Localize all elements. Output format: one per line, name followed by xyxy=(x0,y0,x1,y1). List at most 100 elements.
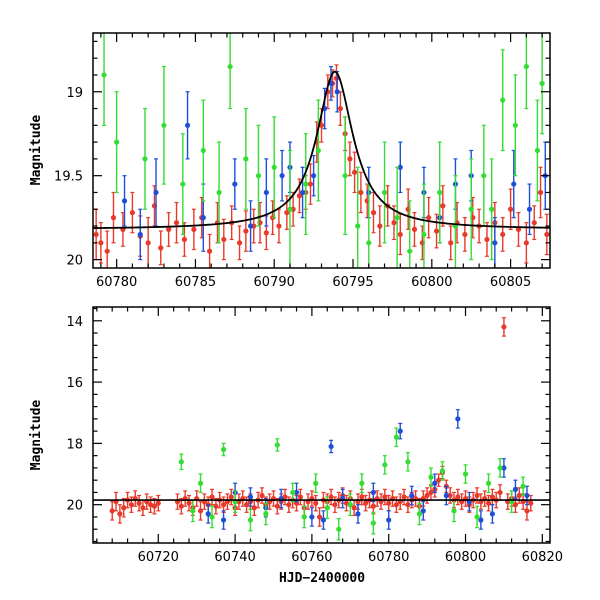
data-point xyxy=(370,489,376,496)
data-point xyxy=(200,215,206,221)
data-point xyxy=(478,517,484,523)
data-point xyxy=(386,500,392,506)
data-point xyxy=(315,147,321,154)
data-point xyxy=(524,492,530,499)
data-point xyxy=(391,220,397,226)
x-tick-label: 60780 xyxy=(96,275,137,290)
data-point xyxy=(136,500,142,506)
data-point xyxy=(320,517,327,523)
data-point xyxy=(370,503,376,509)
data-point xyxy=(128,502,135,508)
data-point xyxy=(526,206,533,212)
data-point xyxy=(489,494,495,500)
data-point xyxy=(279,173,285,179)
data-point xyxy=(382,494,388,500)
data-point xyxy=(166,226,172,232)
data-point xyxy=(316,514,323,520)
data-point xyxy=(197,508,204,514)
data-point xyxy=(370,210,377,216)
data-point xyxy=(296,193,303,199)
data-point xyxy=(347,156,353,162)
data-point xyxy=(158,245,164,251)
data-point xyxy=(109,508,115,514)
data-point xyxy=(393,434,399,440)
data-point xyxy=(437,189,443,196)
data-point xyxy=(324,505,330,511)
x-tick-label: 60800 xyxy=(445,550,486,565)
data-point xyxy=(401,494,407,500)
data-point xyxy=(181,236,187,243)
data-point xyxy=(432,480,438,486)
data-point xyxy=(232,181,238,187)
y-tick-label: 16 xyxy=(66,376,83,391)
y-tick-label: 20 xyxy=(66,254,83,269)
data-point xyxy=(184,122,191,128)
plot-frame xyxy=(92,32,551,269)
data-point xyxy=(481,173,487,179)
data-point xyxy=(497,465,503,471)
data-point xyxy=(544,231,550,238)
data-point xyxy=(497,489,503,496)
data-point xyxy=(420,508,426,514)
data-point xyxy=(220,517,227,523)
plot-frame xyxy=(92,306,551,544)
data-point xyxy=(359,494,365,500)
data-point xyxy=(508,206,514,212)
data-point xyxy=(293,489,300,496)
data-point xyxy=(489,511,495,517)
data-point xyxy=(244,502,250,508)
data-point xyxy=(263,189,269,196)
data-point xyxy=(440,203,446,209)
data-point xyxy=(409,492,415,499)
data-point xyxy=(512,486,519,492)
data-point xyxy=(161,122,167,128)
data-point xyxy=(328,494,334,500)
x-tick-label: 60780 xyxy=(368,550,409,565)
data-point xyxy=(178,503,184,509)
data-point xyxy=(121,505,127,511)
data-point xyxy=(311,173,317,179)
x-tick-label: 60760 xyxy=(291,550,332,565)
data-point xyxy=(93,231,99,238)
data-point xyxy=(180,181,186,187)
data-point xyxy=(363,500,369,506)
x-tick-label: 60790 xyxy=(254,275,295,290)
y-tick-label: 20 xyxy=(66,499,83,514)
data-point xyxy=(358,189,364,196)
data-point xyxy=(221,236,227,243)
data-point xyxy=(416,511,423,517)
x-tick-label: 60820 xyxy=(522,550,563,565)
y-tick-label: 18 xyxy=(66,437,83,452)
plot-area xyxy=(93,33,550,268)
data-point xyxy=(117,511,123,517)
data-series-0 xyxy=(93,64,550,268)
data-point xyxy=(191,226,197,232)
data-point xyxy=(393,502,399,508)
bottom-y-axis-label: Magnitude xyxy=(29,400,44,471)
data-point xyxy=(247,223,254,229)
data-point xyxy=(255,173,262,179)
data-point xyxy=(500,231,506,238)
y-tick-label: 14 xyxy=(66,315,83,330)
data-point xyxy=(433,228,440,234)
data-point xyxy=(227,63,233,70)
data-point xyxy=(523,240,529,246)
data-point xyxy=(381,189,388,196)
data-point xyxy=(489,206,495,212)
data-point xyxy=(355,223,361,229)
data-point xyxy=(455,416,461,422)
data-point xyxy=(516,492,522,499)
data-point xyxy=(236,240,243,246)
data-point xyxy=(407,248,413,254)
zoomed-light-curve-panel: 60780 60785 60790 60795 60800 60805 19 19.5 20 xyxy=(54,32,551,290)
data-point xyxy=(313,500,319,506)
data-point xyxy=(347,502,353,508)
data-point xyxy=(101,72,107,78)
data-point xyxy=(485,500,492,506)
data-point xyxy=(284,210,290,216)
data-point xyxy=(332,502,338,508)
data-point xyxy=(447,492,453,499)
data-point xyxy=(110,215,117,221)
data-point xyxy=(501,465,507,471)
data-point xyxy=(251,505,257,511)
